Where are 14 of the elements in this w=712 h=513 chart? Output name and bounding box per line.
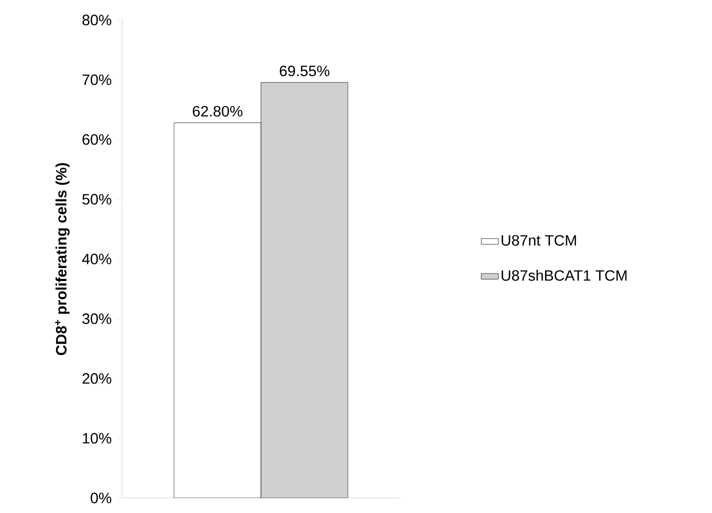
y-tick-label: 20% bbox=[82, 373, 112, 384]
y-tick-label: 10% bbox=[82, 432, 112, 444]
y-tick-label: 30% bbox=[82, 313, 112, 324]
y-tick-label: 40% bbox=[82, 254, 112, 264]
y-tick-label: 80% bbox=[82, 14, 112, 26]
y-tick-label: 50% bbox=[82, 194, 112, 204]
legend-label: U87nt TCM bbox=[502, 234, 576, 246]
y-tick-label: 0% bbox=[90, 492, 112, 504]
y-axis-title: CD8$^{+}$ proliferating cells (%) bbox=[55, 162, 70, 355]
data-label: 69.55% bbox=[280, 66, 330, 76]
legend-label: U87shBCAT1 TCM bbox=[502, 270, 627, 281]
data-label: 62.80% bbox=[192, 106, 242, 116]
y-tick-label: 60% bbox=[82, 134, 112, 145]
y-tick-label: 70% bbox=[82, 74, 112, 85]
